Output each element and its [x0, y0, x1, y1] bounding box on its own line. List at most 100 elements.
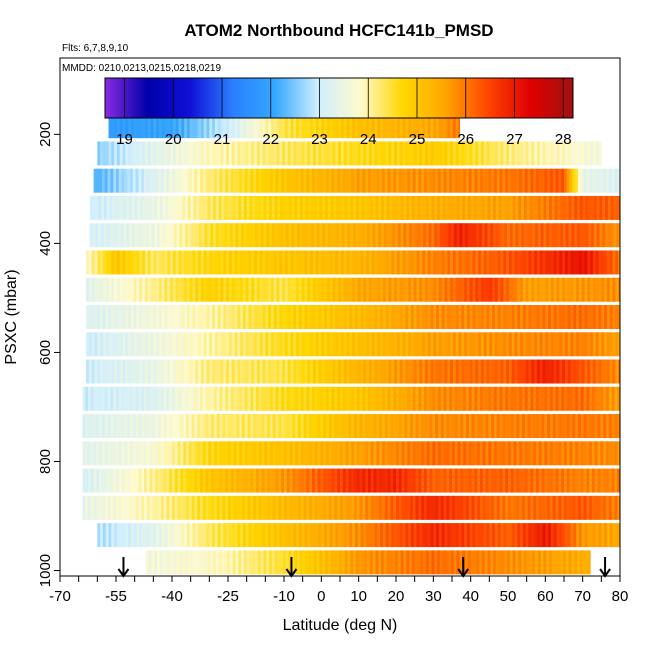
heatmap-cell: [569, 386, 573, 411]
heatmap-cell: [580, 495, 585, 520]
heatmap-cell: [403, 223, 407, 248]
heatmap-cell: [578, 168, 582, 193]
heatmap-cell: [592, 468, 596, 493]
heatmap-cell: [581, 359, 586, 384]
heatmap-cell: [93, 468, 97, 493]
heatmap-cell: [211, 168, 215, 193]
heatmap-cell: [130, 305, 135, 329]
heatmap-cell: [184, 359, 188, 384]
heatmap-cell: [433, 141, 437, 166]
heatmap-cell: [212, 305, 216, 329]
heatmap-cell: [332, 523, 336, 548]
heatmap-cell: [353, 195, 357, 220]
heatmap-cell: [300, 386, 305, 411]
heatmap-cell: [289, 168, 293, 193]
heatmap-cell: [338, 141, 342, 166]
heatmap-cell: [343, 277, 348, 302]
heatmap-cell: [595, 250, 600, 275]
heatmap-cell: [168, 195, 172, 220]
heatmap-cell: [251, 250, 255, 275]
heatmap-cell: [614, 414, 618, 439]
heatmap-cell: [256, 495, 260, 520]
heatmap-cell: [267, 386, 271, 411]
heatmap-cell: [298, 359, 303, 384]
heatmap-cell: [581, 332, 586, 357]
heatmap-cell: [253, 386, 257, 411]
heatmap-cell: [256, 414, 260, 439]
heatmap-cell: [565, 195, 570, 220]
heatmap-cell: [342, 414, 347, 439]
heatmap-cell: [235, 550, 239, 575]
heatmap-cell: [209, 359, 213, 384]
heatmap-cell: [110, 414, 114, 439]
heatmap-cell: [147, 305, 152, 329]
heatmap-cell: [256, 523, 261, 548]
heatmap-cell: [82, 495, 86, 520]
heatmap-cell: [463, 168, 467, 193]
heatmap-cell: [381, 223, 385, 248]
heatmap-cell: [580, 386, 585, 411]
heatmap-cell: [211, 414, 215, 439]
heatmap-cell: [453, 195, 458, 220]
heatmap-cell: [412, 414, 417, 439]
heatmap-cell: [587, 250, 591, 275]
heatmap-cell: [472, 359, 476, 384]
heatmap-cell: [550, 277, 555, 302]
heatmap-cell: [597, 414, 601, 439]
heatmap-cell: [254, 277, 258, 302]
heatmap-cell: [124, 441, 128, 466]
heatmap-cell: [118, 495, 123, 520]
heatmap-cell: [94, 305, 98, 329]
heatmap-cell: [181, 114, 185, 139]
heatmap-cell: [578, 441, 582, 466]
heatmap-cell: [116, 359, 121, 384]
heatmap-cell: [258, 414, 263, 439]
heatmap-cell: [550, 441, 554, 466]
heatmap-cell: [222, 441, 226, 466]
heatmap-cell: [251, 277, 255, 302]
heatmap-cell: [175, 523, 180, 548]
heatmap-cell: [410, 332, 415, 357]
heatmap-cell: [397, 550, 402, 575]
heatmap-cell: [215, 195, 220, 220]
heatmap-cell: [588, 223, 592, 248]
heatmap-cell: [128, 114, 132, 139]
heatmap-cell: [322, 223, 326, 248]
heatmap-cell: [172, 441, 176, 466]
heatmap-cell: [335, 359, 339, 384]
heatmap-cell: [270, 114, 275, 139]
heatmap-cell: [483, 359, 488, 384]
heatmap-cell: [468, 414, 473, 439]
heatmap-cell: [116, 141, 121, 166]
heatmap-cell: [513, 441, 517, 466]
heatmap-cell: [96, 386, 100, 411]
heatmap-cell: [314, 441, 319, 466]
heatmap-cell: [102, 168, 106, 193]
heatmap-cell: [326, 141, 331, 166]
heatmap-cell: [563, 550, 567, 575]
heatmap-cell: [510, 414, 515, 439]
heatmap-cell: [158, 114, 163, 139]
heatmap-cell: [212, 523, 216, 548]
heatmap-cell: [312, 359, 317, 384]
heatmap-cell: [487, 195, 491, 220]
heatmap-cell: [533, 468, 537, 493]
heatmap-cell: [555, 168, 559, 193]
heatmap-cell: [186, 359, 191, 384]
heatmap-cell: [124, 468, 128, 493]
heatmap-cell: [138, 468, 142, 493]
heatmap-cell: [99, 386, 103, 411]
heatmap-cell: [192, 523, 196, 548]
heatmap-cell: [318, 523, 322, 548]
heatmap-cell: [242, 359, 247, 384]
heatmap-cell: [265, 114, 269, 139]
heatmap-cell: [590, 523, 594, 548]
heatmap-cell: [194, 414, 198, 439]
heatmap-cell: [284, 414, 288, 439]
heatmap-cell: [300, 495, 305, 520]
heatmap-cell: [438, 495, 442, 520]
heatmap-cell: [175, 305, 180, 329]
heatmap-cell: [282, 277, 286, 302]
heatmap-cell: [380, 305, 384, 329]
heatmap-cell: [235, 223, 239, 248]
